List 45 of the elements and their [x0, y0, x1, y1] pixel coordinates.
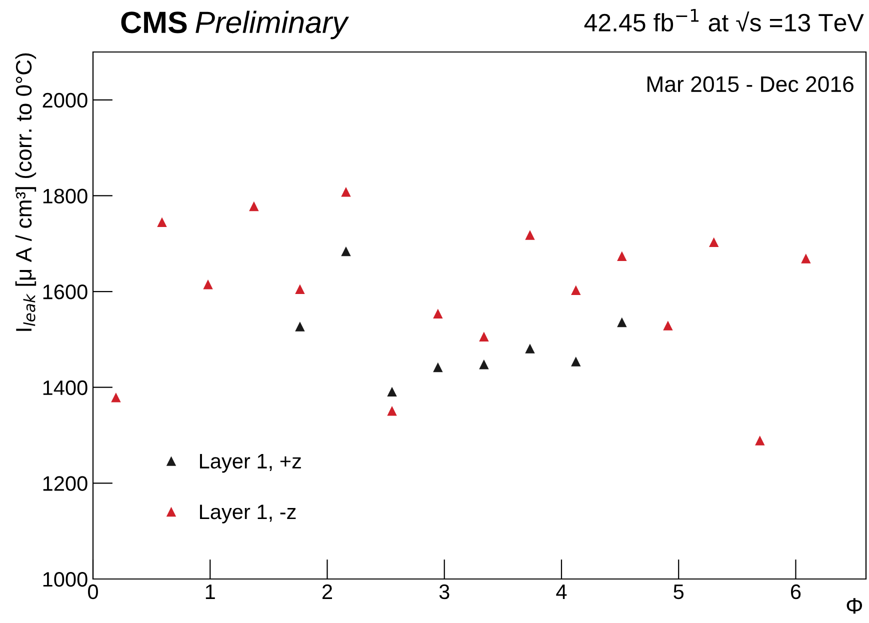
annotation: Mar 2015 - Dec 2016	[647, 76, 854, 92]
x-tick-label: 3	[439, 584, 450, 600]
point	[157, 217, 167, 227]
point	[617, 251, 627, 261]
point	[111, 392, 121, 402]
point	[709, 237, 719, 248]
point	[571, 356, 581, 366]
chart-subtitle: Preliminary	[196, 10, 350, 40]
point	[203, 280, 213, 290]
x-tick-label: 4	[556, 584, 567, 599]
x-tick-label: 6	[790, 584, 801, 600]
point	[755, 436, 765, 446]
point	[571, 285, 581, 295]
x-axis-title: Φ	[846, 598, 862, 614]
point	[249, 201, 259, 212]
text: 42.45 fb$^{−1}$ at √s =13 TeV	[584, 8, 864, 32]
point	[525, 230, 535, 240]
y-axis-title: I$_{leak}$ [μ A / cm³] (corr. to 0°C)	[15, 53, 36, 331]
point	[341, 187, 351, 197]
point	[801, 254, 811, 264]
y-tick-label: 1000	[43, 572, 88, 587]
point	[433, 362, 443, 372]
point	[479, 332, 489, 342]
point	[525, 344, 535, 354]
point	[663, 320, 673, 330]
point	[295, 322, 305, 332]
x-tick-label: 0	[88, 584, 98, 600]
point	[479, 360, 489, 370]
y-tick-label: 1400	[43, 380, 88, 396]
point	[295, 284, 305, 294]
point	[617, 317, 627, 328]
x-tick-label: 2	[322, 584, 332, 599]
y-tick-label: 2000	[42, 92, 88, 108]
x-tick-label: 5	[674, 584, 684, 600]
x-tick-label: 1	[206, 584, 215, 599]
legend-label: Layer 1, +z	[200, 454, 301, 473]
legend-label: Layer 1, -z	[200, 504, 296, 524]
point	[387, 406, 397, 416]
point	[341, 246, 351, 256]
point	[433, 308, 443, 318]
chart-title: CMS	[121, 12, 187, 34]
y-tick-label: 1600	[43, 284, 88, 300]
y-tick-label: 1200	[43, 476, 88, 491]
y-tick-label: 1800	[43, 188, 88, 204]
point	[387, 386, 397, 397]
